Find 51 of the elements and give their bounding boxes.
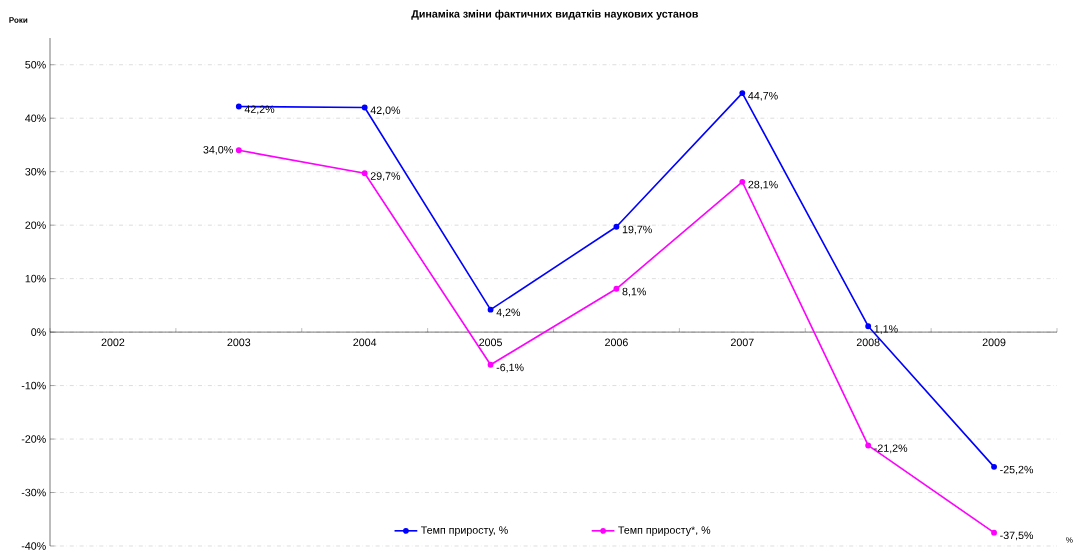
- legend-label: Темп приросту, %: [420, 526, 508, 536]
- y-axis-title: %: [1066, 537, 1073, 543]
- y-tick-label: 10%: [25, 274, 46, 283]
- y-tick-label: -10%: [21, 381, 46, 390]
- x-tick-label: 2009: [982, 338, 1006, 346]
- x-tick-label: 2007: [730, 338, 754, 346]
- data-label: 8,1%: [622, 287, 646, 297]
- data-label: 34,0%: [203, 145, 233, 155]
- y-tick-label: 30%: [25, 167, 46, 176]
- y-tick-label: 40%: [25, 114, 46, 122]
- y-tick-label: 0%: [31, 328, 46, 336]
- point: [361, 170, 368, 177]
- chart-title: Динаміка зміни фактичних видатків наукових установ: [411, 9, 698, 20]
- data-label: 28,1%: [748, 180, 778, 190]
- y-tick-label: 20%: [25, 221, 46, 229]
- x-tick-label: 2005: [479, 338, 502, 346]
- legend-label: Темп приросту*, %: [618, 526, 711, 536]
- point: [487, 361, 494, 368]
- y-tick-label: -20%: [21, 435, 46, 443]
- x-tick-label: 2006: [605, 338, 628, 346]
- data-label: 1,1%: [874, 325, 898, 334]
- point: [739, 89, 746, 96]
- point: [613, 223, 620, 230]
- data-label: 29,7%: [370, 172, 401, 181]
- data-label: 4,2%: [496, 308, 521, 318]
- data-label: -25,2%: [1000, 465, 1034, 475]
- point: [991, 463, 997, 470]
- point: [487, 306, 494, 313]
- point: [991, 529, 997, 536]
- y-tick-label: -30%: [21, 488, 46, 497]
- point: [613, 285, 620, 292]
- data-label: -37,5%: [1000, 531, 1034, 541]
- data-label: 42,2%: [244, 105, 275, 115]
- y-tick-label: 50%: [25, 60, 46, 69]
- data-label: 44,7%: [748, 91, 778, 101]
- data-label: 42,0%: [370, 106, 401, 116]
- x-tick-label: 2008: [856, 338, 880, 346]
- data-label: -21,2%: [874, 444, 908, 454]
- point: [865, 442, 872, 449]
- x-tick-label: 2004: [353, 338, 377, 346]
- point: [361, 104, 368, 111]
- data-label: -6,1%: [496, 363, 524, 373]
- point: [865, 323, 872, 329]
- point: [235, 147, 242, 154]
- x-axis-title: Роки: [9, 17, 28, 23]
- y-tick-label: -40%: [21, 542, 46, 550]
- x-tick-label: 2002: [101, 338, 125, 346]
- point: [739, 178, 746, 185]
- data-label: 19,7%: [622, 225, 652, 235]
- point: [235, 103, 242, 110]
- x-tick-label: 2003: [227, 338, 251, 346]
